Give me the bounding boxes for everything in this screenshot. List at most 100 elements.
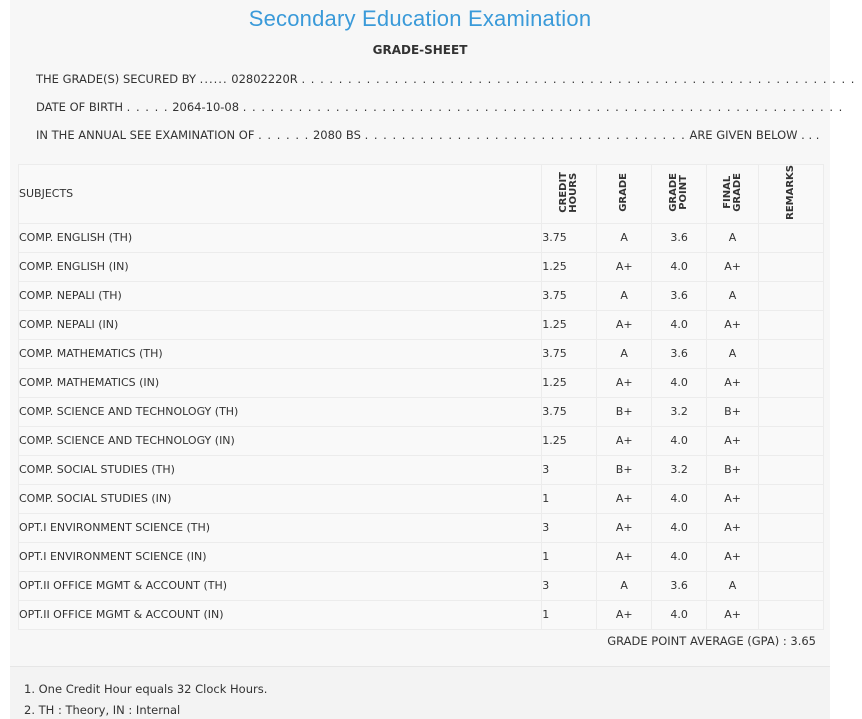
credit-hours-cell: 3 — [541, 454, 598, 485]
grade-sheet-heading: GRADE-SHEET — [372, 43, 468, 57]
table-row: COMP. ENGLISH (IN) 1.25 A+ 4.0 A+ — [17, 251, 824, 282]
dot-leader: . . . . . . — [258, 128, 310, 142]
grade-point-cell: 3.2 — [651, 454, 708, 485]
grade-cell: A+ — [596, 309, 653, 340]
grade-cell: A+ — [596, 483, 653, 514]
final-grade-cell: B+ — [706, 396, 760, 427]
table-row: COMP. SCIENCE AND TECHNOLOGY (IN) 1.25 A+ 4… — [17, 425, 824, 456]
final-grade-cell: A — [706, 280, 760, 311]
grade-cell: A — [596, 222, 653, 253]
remarks-cell — [758, 599, 824, 630]
grade-cell: A — [596, 338, 653, 369]
table-header-row: SUBJECTS CREDIT HOURS GRADE GRADE POINT … — [17, 164, 824, 224]
grade-cell: A+ — [596, 251, 653, 282]
credit-hours-cell: 1.25 — [541, 309, 598, 340]
subject-cell: COMP. ENGLISH (TH) — [17, 222, 543, 253]
grade-cell: A+ — [596, 599, 653, 630]
grade-point-cell: 4.0 — [651, 483, 708, 514]
exam-year: 2080 BS — [312, 128, 361, 142]
credit-hours-header: CREDIT HOURS — [541, 164, 598, 224]
table-row: COMP. SCIENCE AND TECHNOLOGY (TH) 3.75 B+ 3… — [17, 396, 824, 427]
dob-line: DATE OF BIRTH . . . . . 2064-10-08 . . .… — [36, 100, 843, 114]
credit-hours-cell: 3.75 — [541, 280, 598, 311]
remarks-cell — [758, 251, 824, 282]
grade-cell: A+ — [596, 367, 653, 398]
remarks-header: REMARKS — [758, 164, 824, 224]
subject-cell: COMP. SCIENCE AND TECHNOLOGY (TH) — [17, 396, 543, 427]
table-row: OPT.I ENVIRONMENT SCIENCE (IN) 1 A+ 4.0 A+ — [17, 541, 824, 572]
remarks-cell — [758, 541, 824, 572]
grade-point-cell: 4.0 — [651, 251, 708, 282]
remarks-cell — [758, 396, 824, 427]
credit-hours-cell: 3.75 — [541, 338, 598, 369]
subject-cell: COMP. MATHEMATICS (TH) — [17, 338, 543, 369]
dot-leader: . . . . . . . . . . . . . . . . . . . . … — [364, 128, 686, 142]
subject-cell: OPT.II OFFICE MGMT & ACCOUNT (IN) — [17, 599, 543, 630]
grade-point-cell: 4.0 — [651, 599, 708, 630]
grade-point-header: GRADE POINT — [651, 164, 708, 224]
subjects-header: SUBJECTS — [17, 164, 543, 224]
footnote: 1. One Credit Hour equals 32 Clock Hours… — [24, 682, 268, 696]
grade-point-cell: 3.6 — [651, 222, 708, 253]
grade-point-cell: 3.2 — [651, 396, 708, 427]
subject-cell: COMP. SOCIAL STUDIES (IN) — [17, 483, 543, 514]
dot-leader: ...... — [199, 72, 228, 86]
final-grade-cell: A+ — [706, 512, 760, 543]
final-grade-cell: A — [706, 222, 760, 253]
remarks-cell — [758, 280, 824, 311]
subject-cell: COMP. NEPALI (TH) — [17, 280, 543, 311]
subject-cell: COMP. ENGLISH (IN) — [17, 251, 543, 282]
table-row: OPT.II OFFICE MGMT & ACCOUNT (TH) 3 A 3.6 A — [17, 570, 824, 601]
grade-cell: A+ — [596, 425, 653, 456]
remarks-cell — [758, 570, 824, 601]
grade-cell: B+ — [596, 396, 653, 427]
credit-hours-cell: 1 — [541, 599, 598, 630]
exam-title: Secondary Education Examination — [248, 6, 592, 31]
credit-hours-header-label: CREDIT HOURS — [558, 172, 580, 213]
secured-by-line: THE GRADE(S) SECURED BY ...... 02802220R… — [36, 72, 855, 86]
remarks-cell — [758, 483, 824, 514]
credit-hours-cell: 3 — [541, 570, 598, 601]
exam-label: IN THE ANNUAL SEE EXAMINATION OF — [36, 128, 255, 142]
grade-point-cell: 4.0 — [651, 367, 708, 398]
date-of-birth: 2064-10-08 — [172, 100, 240, 114]
final-grade-cell: A+ — [706, 367, 760, 398]
grades-table-body: COMP. ENGLISH (TH) 3.75 A 3.6 A COMP. ENGLISH… — [17, 222, 824, 630]
final-grade-cell: A — [706, 338, 760, 369]
grade-header-label: GRADE — [618, 173, 630, 212]
credit-hours-cell: 3.75 — [541, 396, 598, 427]
table-row: COMP. ENGLISH (TH) 3.75 A 3.6 A — [17, 222, 824, 253]
final-grade-cell: A+ — [706, 599, 760, 630]
grade-cell: A+ — [596, 541, 653, 572]
credit-hours-cell: 1.25 — [541, 251, 598, 282]
final-grade-header-label: FINAL GRADE — [721, 173, 743, 212]
table-row: OPT.I ENVIRONMENT SCIENCE (TH) 3 A+ 4.0 A+ — [17, 512, 824, 543]
final-grade-cell: A+ — [706, 425, 760, 456]
final-grade-cell: A+ — [706, 251, 760, 282]
grade-point-cell: 4.0 — [651, 309, 708, 340]
subject-cell: COMP. SCIENCE AND TECHNOLOGY (IN) — [17, 425, 543, 456]
dot-leader: . . . . . — [126, 100, 169, 114]
symbol-number: 02802220R — [231, 72, 298, 86]
grade-point-cell: 4.0 — [651, 541, 708, 572]
secured-by-label: THE GRADE(S) SECURED BY — [36, 72, 197, 86]
dot-leader: . . . . . . . . . . . . . . . . . . . . … — [242, 100, 844, 114]
remarks-cell — [758, 425, 824, 456]
subject-cell: OPT.I ENVIRONMENT SCIENCE (TH) — [17, 512, 543, 543]
grade-point-header-label: GRADE POINT — [668, 173, 690, 212]
dot-leader: . . . . . . . . . . . . . . . . . . . . … — [301, 72, 856, 86]
grade-cell: A+ — [596, 512, 653, 543]
subject-cell: COMP. SOCIAL STUDIES (TH) — [17, 454, 543, 485]
remarks-cell — [758, 512, 824, 543]
credit-hours-cell: 3 — [541, 512, 598, 543]
grade-sheet: Secondary Education Examination GRADE-SH… — [10, 0, 854, 719]
grade-point-cell: 4.0 — [651, 512, 708, 543]
final-grade-header: FINAL GRADE — [706, 164, 760, 224]
subject-cell: COMP. MATHEMATICS (IN) — [17, 367, 543, 398]
final-grade-cell: A+ — [706, 483, 760, 514]
remarks-cell — [758, 222, 824, 253]
final-grade-cell: A+ — [706, 541, 760, 572]
table-row: COMP. SOCIAL STUDIES (TH) 3 B+ 3.2 B+ — [17, 454, 824, 485]
remarks-cell — [758, 338, 824, 369]
footnotes: 1. One Credit Hour equals 32 Clock Hours… — [10, 666, 830, 719]
